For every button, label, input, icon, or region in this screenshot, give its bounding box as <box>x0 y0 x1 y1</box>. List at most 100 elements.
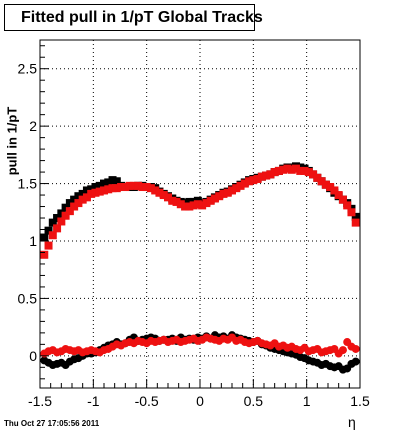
x-tick-label: -0.5 <box>135 393 159 409</box>
x-tick-label: 0.5 <box>244 393 264 409</box>
data-point-square <box>330 186 339 195</box>
data-point-square <box>296 166 305 175</box>
data-point-square <box>219 189 228 198</box>
data-point-square <box>193 200 202 209</box>
y-tick-label: 1 <box>29 233 37 249</box>
data-point-square <box>91 183 100 192</box>
data-point-square <box>185 197 194 206</box>
data-point-square <box>108 184 117 193</box>
data-point-square <box>53 214 62 223</box>
date-stamp: Thu Oct 27 17:05:56 2011 <box>4 419 100 428</box>
data-point-square <box>228 186 236 195</box>
data-point-square <box>108 176 117 185</box>
data-point-square <box>65 199 74 208</box>
data-point-square <box>87 185 96 194</box>
data-point-square <box>338 195 347 204</box>
data-point-square <box>146 184 155 193</box>
data-point-square <box>134 181 143 190</box>
data-point-square <box>125 181 134 190</box>
data-point-square <box>347 208 356 217</box>
data-point-square <box>61 203 70 212</box>
data-point-square <box>262 171 271 180</box>
data-point-square <box>44 241 53 250</box>
data-point-square <box>351 212 360 221</box>
data-point-square <box>104 178 113 187</box>
data-point-square <box>44 226 53 235</box>
data-point-square <box>117 183 126 192</box>
data-point-square <box>82 193 91 202</box>
data-point-square <box>95 187 104 196</box>
data-point-square <box>57 209 66 218</box>
data-point-square <box>313 173 322 182</box>
data-point-square <box>317 177 326 186</box>
data-point-square <box>95 181 104 190</box>
x-tick-label: 0 <box>196 393 204 409</box>
data-point-square <box>334 191 343 200</box>
data-point-square <box>112 177 121 186</box>
data-point-square <box>274 166 283 175</box>
data-point-square <box>142 183 151 192</box>
data-point-square <box>189 201 198 210</box>
y-tick-label: 2 <box>29 118 37 134</box>
x-axis-label: η <box>348 414 356 430</box>
data-point-square <box>172 197 181 206</box>
data-point-square <box>240 179 249 188</box>
data-point-square <box>164 193 172 202</box>
x-tick-label: -1 <box>87 393 100 409</box>
data-point-square <box>82 186 91 195</box>
data-point-square <box>266 170 275 179</box>
data-point-square <box>100 186 108 195</box>
y-tick-label: 0 <box>29 348 37 364</box>
data-point-square <box>87 189 96 198</box>
data-point-square <box>40 233 49 242</box>
data-point-square <box>292 164 300 173</box>
data-point-square <box>279 165 288 174</box>
data-point-square <box>61 211 70 220</box>
data-point-square <box>151 186 160 195</box>
data-point-square <box>270 168 279 177</box>
x-tick-label: -1.5 <box>28 393 52 409</box>
data-point-square <box>351 218 360 227</box>
data-point-circle <box>351 357 360 366</box>
data-point-square <box>159 191 168 200</box>
data-point-square <box>168 196 177 205</box>
data-point-square <box>155 188 164 197</box>
data-point-square <box>181 202 190 211</box>
data-point-square <box>223 188 232 197</box>
data-point-square <box>283 164 292 173</box>
data-point-square <box>78 189 87 198</box>
data-point-square <box>70 195 79 204</box>
grid-lines <box>40 40 360 388</box>
data-point-square <box>326 183 335 192</box>
data-point-square <box>236 181 245 190</box>
data-point-square <box>70 202 79 211</box>
data-point-square <box>249 176 258 185</box>
data-point-square <box>253 174 262 183</box>
data-point-square <box>48 231 57 240</box>
data-point-square <box>65 207 74 216</box>
data-point-circle <box>351 344 360 353</box>
data-point-square <box>257 172 266 181</box>
data-point-square <box>185 202 194 211</box>
data-point-square <box>112 184 121 193</box>
data-point-square <box>138 183 147 192</box>
data-point-square <box>206 196 215 205</box>
data-point-square <box>129 181 138 190</box>
data-point-square <box>245 177 254 186</box>
data-point-square <box>53 224 62 233</box>
data-point-square <box>40 250 49 259</box>
data-point-square <box>48 218 57 227</box>
y-tick-label: 1.5 <box>18 176 38 192</box>
data-point-circle <box>338 346 347 355</box>
data-point-square <box>91 188 100 197</box>
data-point-square <box>300 166 309 175</box>
data-point-square <box>215 192 224 201</box>
data-point-square <box>210 194 219 203</box>
data-point-square <box>309 170 318 179</box>
data-point-square <box>198 201 207 210</box>
data-point-square <box>202 199 211 208</box>
data-point-square <box>74 192 83 201</box>
data-point-square <box>104 185 113 194</box>
y-tick-label: 0.5 <box>18 290 38 306</box>
